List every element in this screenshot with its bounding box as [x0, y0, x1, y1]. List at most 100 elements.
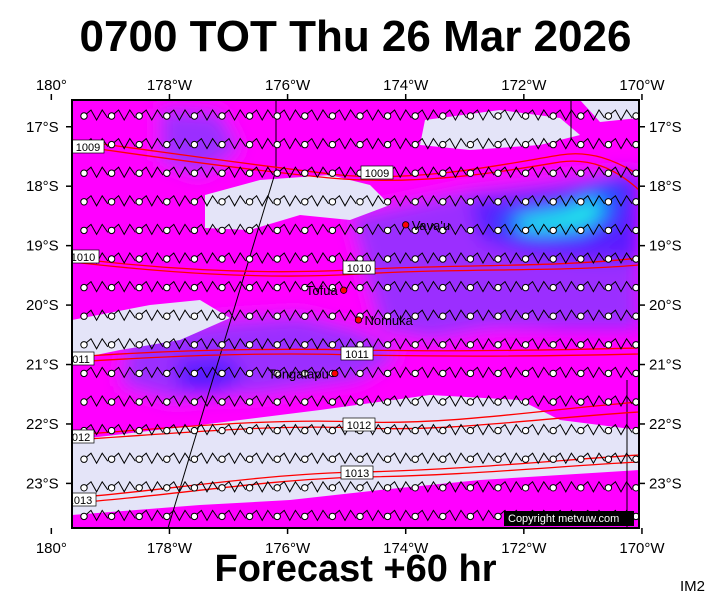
wind-barb	[245, 194, 274, 207]
wind-barb	[245, 452, 274, 465]
wind-barb	[107, 423, 136, 436]
wind-barb	[383, 109, 412, 122]
wind-barb	[328, 480, 357, 493]
wind-barb	[135, 366, 164, 379]
wind-barb	[107, 509, 136, 522]
isobar-line	[72, 144, 639, 191]
wind-barb	[135, 337, 164, 350]
wind-barb	[163, 309, 192, 322]
wind-barb	[218, 252, 247, 265]
svg-text:1012: 1012	[66, 432, 90, 444]
wind-barb	[494, 280, 523, 293]
wind-barb	[301, 194, 330, 207]
wind-barb	[521, 280, 550, 293]
wind-barb	[135, 194, 164, 207]
wind-barb	[383, 366, 412, 379]
wind-barb	[80, 280, 109, 293]
wind-barb	[273, 337, 302, 350]
wind-barb	[439, 280, 468, 293]
wind-barb	[163, 223, 192, 236]
wind-barb	[163, 423, 192, 436]
wind-barb	[356, 366, 385, 379]
wind-barb	[494, 366, 523, 379]
wind-barb	[604, 166, 633, 179]
wind-barb	[411, 452, 440, 465]
wind-barb	[466, 280, 495, 293]
wind-barb	[301, 109, 330, 122]
wind-barb	[632, 112, 639, 120]
wind-barb	[80, 509, 109, 522]
isobar-label: 1011	[340, 346, 374, 361]
wind-barb	[632, 312, 639, 320]
wind-barb	[107, 194, 136, 207]
wind-barb	[604, 137, 633, 150]
wind-barb	[439, 137, 468, 150]
wind-barb	[273, 309, 302, 322]
isobar-label: 1009	[72, 139, 105, 154]
lat-label-right: 18°S	[649, 178, 682, 195]
lat-label-right: 17°S	[649, 119, 682, 136]
wind-barb	[577, 480, 606, 493]
lon-label-top: 174°W	[383, 77, 429, 94]
wind-barb	[245, 509, 274, 522]
wind-barb	[190, 423, 219, 436]
wind-barb	[80, 223, 109, 236]
wind-barb	[632, 341, 639, 349]
wind-barb	[245, 423, 274, 436]
lon-label-top: 170°W	[619, 77, 665, 94]
wind-barb	[190, 280, 219, 293]
wind-barb	[466, 252, 495, 265]
wind-barb	[273, 194, 302, 207]
wind-barb	[521, 137, 550, 150]
wind-barb	[328, 109, 357, 122]
lat-label-left: 19°S	[26, 238, 59, 255]
wind-barb	[301, 509, 330, 522]
isobar-label: 1009	[360, 165, 394, 180]
wind-barb	[190, 366, 219, 379]
wind-barb	[163, 166, 192, 179]
wind-barb	[466, 337, 495, 350]
place-marker-dot	[340, 286, 348, 294]
wind-barb	[521, 252, 550, 265]
wind-barb	[383, 137, 412, 150]
wind-barb	[163, 452, 192, 465]
wind-barb	[301, 366, 330, 379]
wind-barb	[163, 337, 192, 350]
lat-label-left: 23°S	[26, 475, 59, 492]
wind-barb	[301, 423, 330, 436]
wind-barb	[439, 166, 468, 179]
wind-barb	[632, 455, 639, 463]
wind-barb	[632, 369, 639, 378]
wind-barb	[604, 109, 633, 122]
wind-barb	[632, 198, 639, 206]
wind-barb	[80, 366, 109, 379]
wind-barb	[466, 480, 495, 493]
wind-barb	[356, 480, 385, 493]
svg-text:1010: 1010	[71, 252, 95, 264]
isobar-label: 1013	[340, 465, 374, 480]
isobar-label: 1013	[72, 492, 97, 507]
wind-barb	[577, 395, 606, 408]
wind-barb	[521, 194, 550, 207]
wind-barb	[521, 395, 550, 408]
lon-label-top: 172°W	[501, 77, 547, 94]
lat-label-left: 21°S	[26, 357, 59, 374]
wind-barb	[273, 252, 302, 265]
wind-barb	[135, 509, 164, 522]
wind-barb	[135, 452, 164, 465]
place-marker-dot	[331, 369, 339, 378]
wind-barb	[549, 109, 578, 122]
isobar-line	[72, 139, 639, 178]
isobar-label: 1011	[72, 351, 95, 366]
wind-barb	[466, 309, 495, 322]
wind-barb	[190, 252, 219, 265]
wind-barb	[245, 280, 274, 293]
wind-barb	[107, 395, 136, 408]
lon-label-top: 178°W	[147, 77, 193, 94]
wind-barb	[439, 109, 468, 122]
wind-barb	[163, 280, 192, 293]
wind-barb	[439, 194, 468, 207]
wind-barb	[494, 395, 523, 408]
